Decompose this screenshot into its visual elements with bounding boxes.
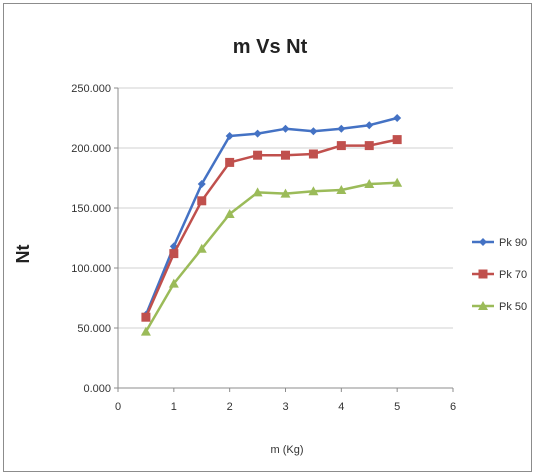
data-point (392, 135, 402, 145)
series-pk-70 (141, 135, 402, 322)
y-axis-label: Nt (13, 245, 33, 264)
y-tick-label: 0.000 (83, 383, 111, 395)
data-point (364, 141, 374, 151)
legend: Pk 90 Pk 70 Pk 50 (472, 237, 527, 313)
data-point (253, 150, 263, 160)
data-point (392, 177, 403, 187)
x-tick-label: 5 (394, 401, 400, 413)
x-axis-label: m (Kg) (271, 444, 304, 456)
data-point (253, 129, 262, 138)
y-tick-label: 250.000 (71, 83, 111, 95)
series-line (144, 138, 399, 319)
x-tick-label: 6 (450, 401, 456, 413)
x-tick-label: 1 (171, 401, 177, 413)
series-line (144, 181, 399, 333)
legend-entry: Pk 70 (472, 269, 527, 281)
x-tick-label: 2 (227, 401, 233, 413)
data-point (336, 185, 347, 194)
data-point (225, 157, 235, 167)
legend-entry: Pk 90 (472, 237, 527, 249)
legend-marker (478, 301, 488, 310)
legend-label: Pk 70 (499, 269, 527, 281)
chart-frame (3, 3, 532, 472)
grid-lines (118, 87, 453, 329)
data-point (225, 132, 234, 140)
legend-marker (478, 269, 488, 279)
y-tick-label: 50.000 (77, 323, 111, 335)
axes (114, 87, 454, 392)
data-point (196, 243, 207, 253)
legend-label: Pk 90 (499, 237, 527, 249)
data-point (140, 326, 151, 336)
data-point (308, 149, 318, 159)
data-point (280, 188, 291, 198)
x-tick-label: 4 (338, 401, 344, 413)
data-point (168, 278, 179, 288)
tick-labels: 0.000 50.000 100.000 150.000 200.000 250.000 0… (71, 83, 456, 413)
data-point (141, 312, 151, 322)
data-point (308, 186, 319, 196)
data-point (281, 150, 290, 160)
y-tick-label: 200.000 (71, 143, 111, 155)
data-point (336, 141, 346, 151)
legend-entry: Pk 50 (472, 301, 527, 313)
series-pk-50 (140, 177, 403, 336)
data-point (364, 179, 375, 188)
x-tick-label: 3 (282, 401, 288, 413)
legend-marker (479, 238, 487, 246)
x-tick-label: 0 (115, 401, 121, 413)
data-point (365, 121, 374, 130)
data-point (197, 196, 207, 206)
series-line (144, 116, 399, 317)
data-point (281, 124, 290, 133)
y-tick-label: 100.000 (71, 263, 111, 275)
legend-label: Pk 50 (499, 301, 527, 313)
data-point (393, 114, 402, 122)
y-tick-label: 150.000 (71, 203, 111, 215)
data-point (224, 209, 235, 218)
data-series (140, 114, 403, 336)
data-point (169, 249, 179, 259)
data-point (197, 180, 206, 188)
data-point (252, 187, 263, 197)
data-point (337, 124, 346, 133)
chart-title: m Vs Nt (233, 36, 308, 58)
data-point (309, 127, 318, 136)
